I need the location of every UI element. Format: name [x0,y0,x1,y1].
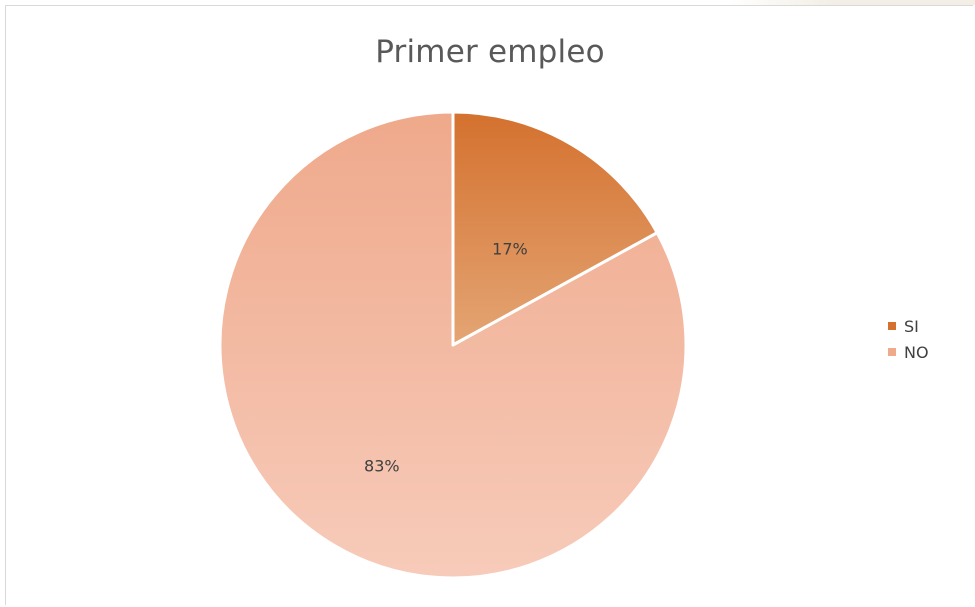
legend-swatch-si [888,322,896,330]
pie-slice-si[interactable] [451,110,659,347]
legend-label-no: NO [904,342,929,362]
chart-title: Primer empleo [375,34,605,70]
data-label-no: 83% [364,456,400,475]
pie-slice-no[interactable] [218,110,688,580]
legend-item-si[interactable]: SI [888,313,929,339]
legend-item-no[interactable]: NO [888,339,929,365]
window-edge-tint [730,0,975,5]
legend-label-si: SI [904,316,919,336]
data-label-si: 17% [492,240,528,259]
legend-swatch-no [888,348,896,356]
legend: SI NO [888,313,929,365]
